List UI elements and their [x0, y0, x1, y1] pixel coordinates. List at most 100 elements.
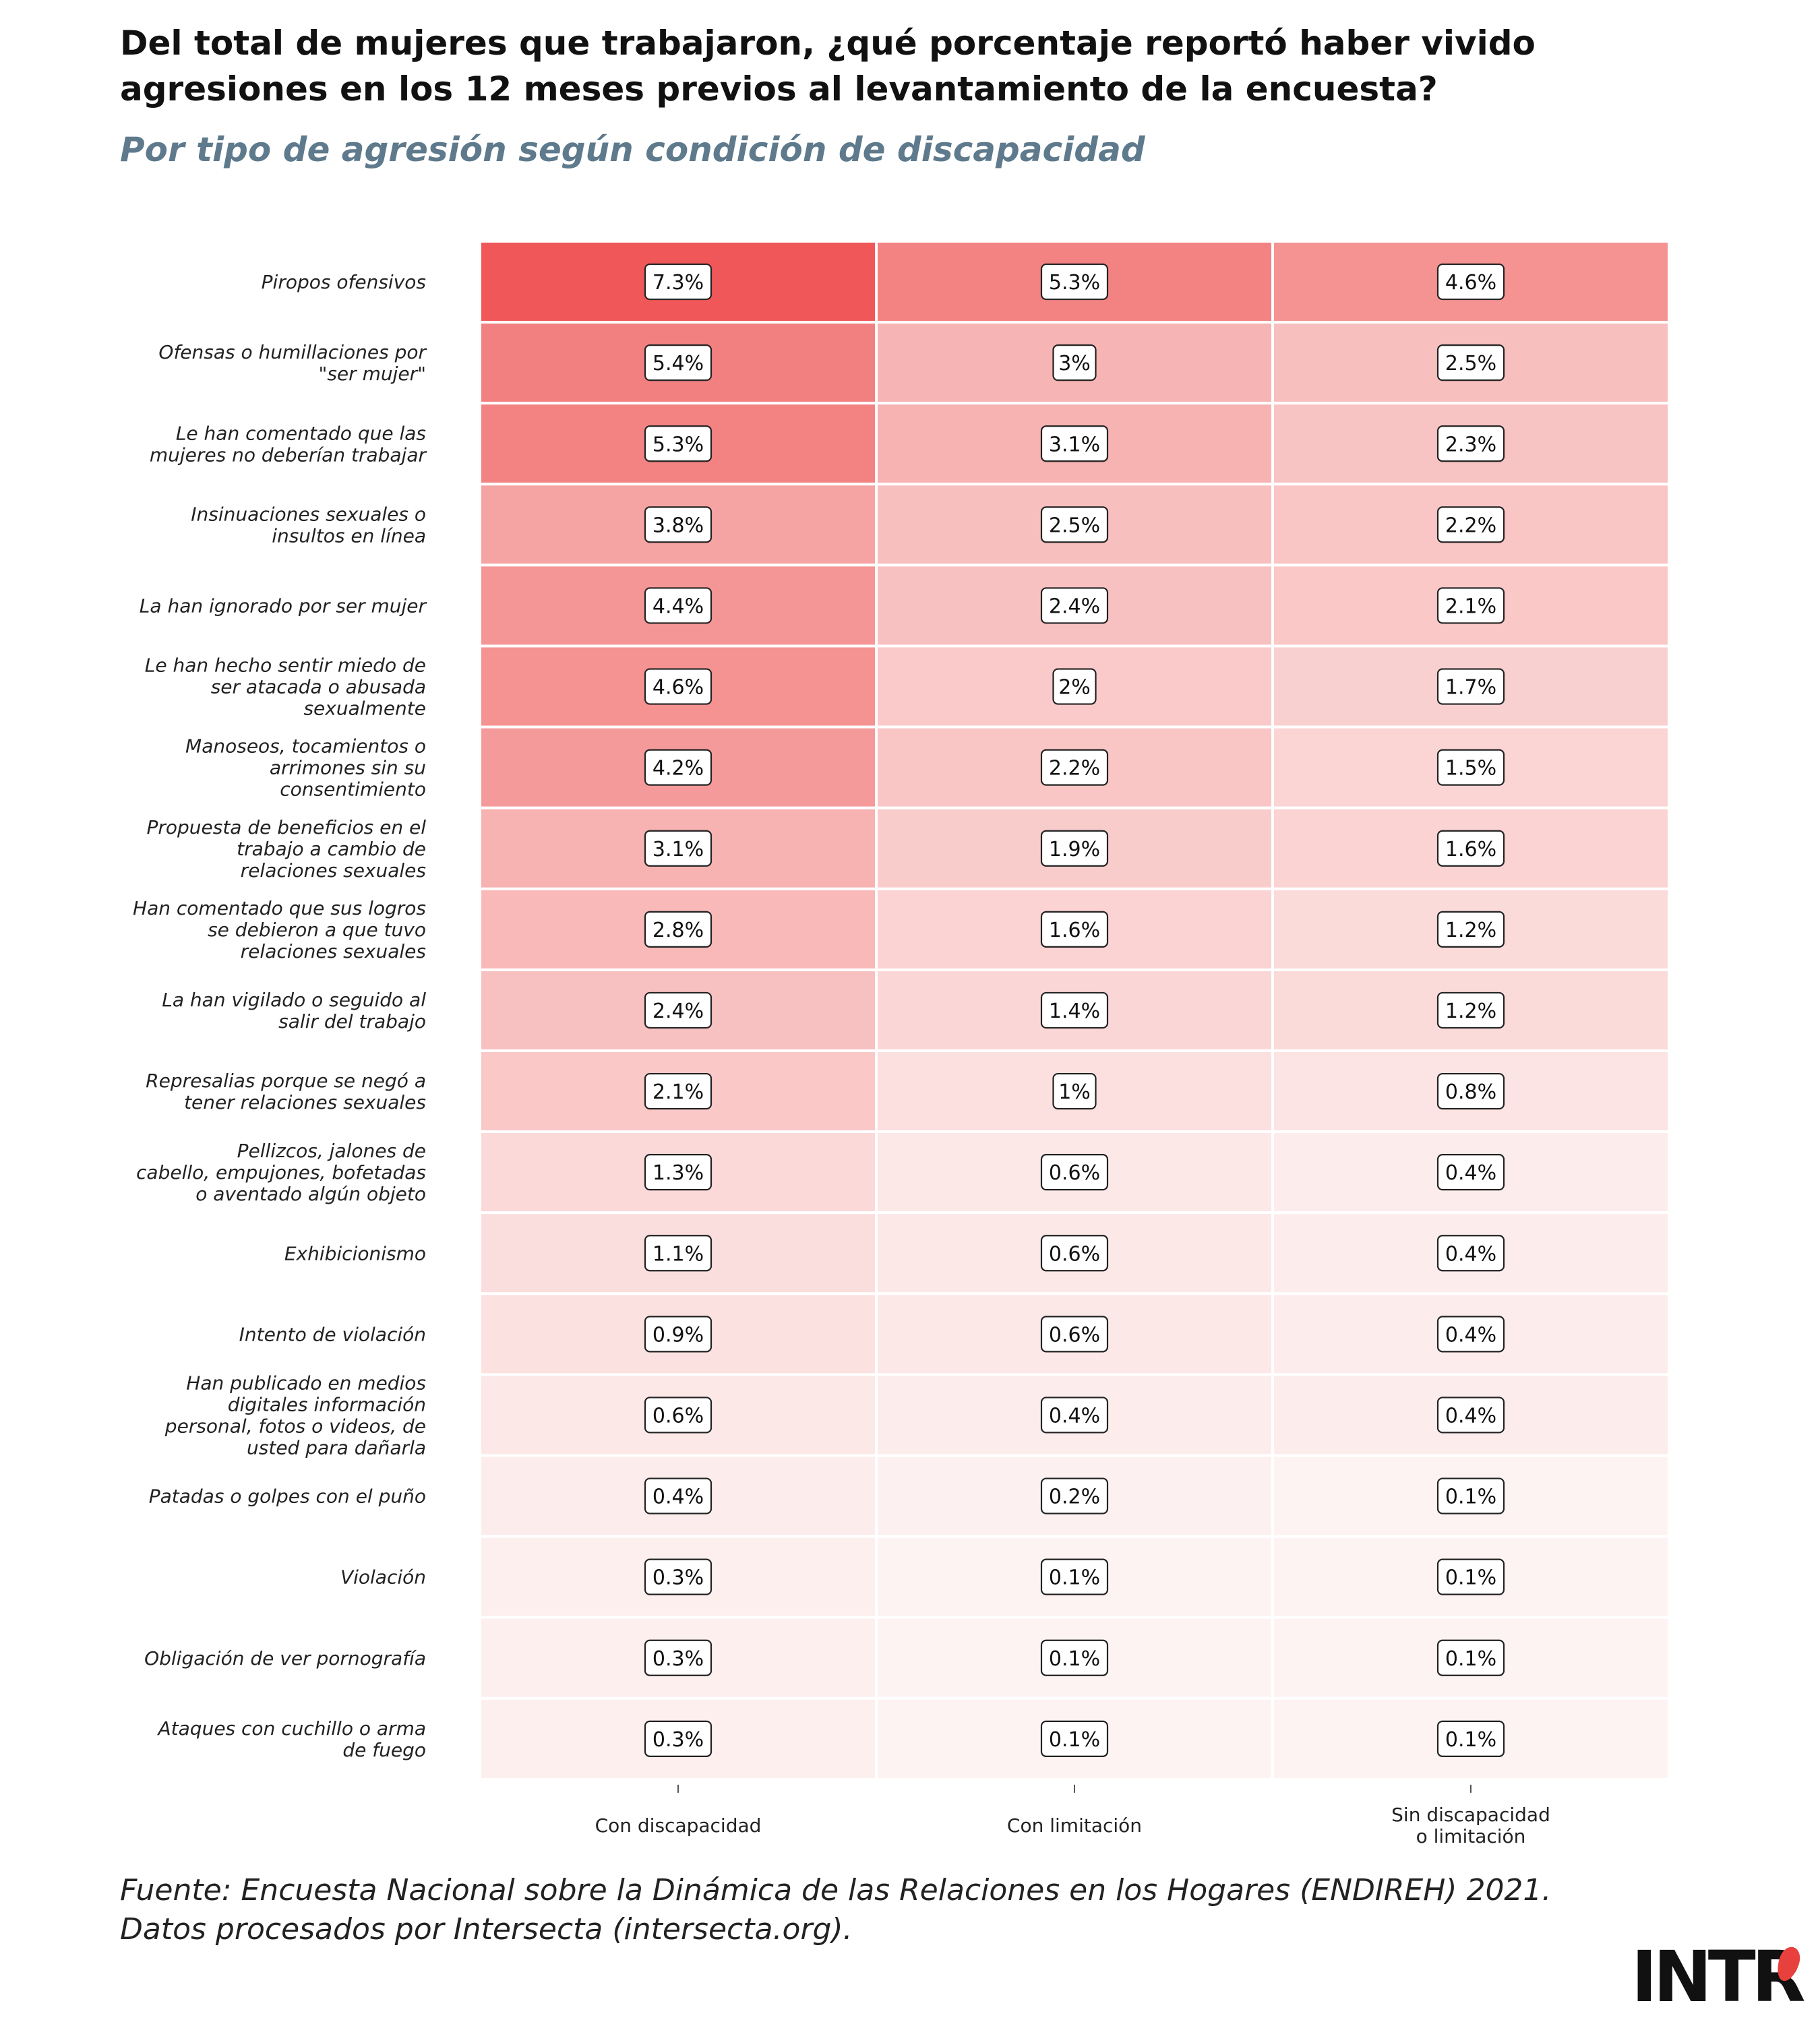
title-line-2: agresiones en los 12 meses previos al le… — [120, 69, 1438, 109]
column-label: Con limitación — [1007, 1814, 1142, 1837]
value-label: 0.4% — [1445, 1323, 1496, 1347]
row-label: Patadas o golpes con el puño — [149, 1485, 426, 1508]
value-label: 5.4% — [653, 352, 704, 375]
row-labels: Piropos ofensivos Ofensas o humillaciones… — [133, 271, 427, 1761]
value-label: 0.4% — [1445, 1242, 1496, 1266]
value-label-box — [644, 1639, 712, 1676]
value-label: 1.2% — [1445, 1000, 1496, 1023]
row-label: Han comentado que sus logros se debieron … — [133, 897, 426, 962]
value-label-box — [1040, 1316, 1109, 1353]
row-label: Piropos ofensivos — [262, 271, 426, 293]
logo-text: INTR — [1631, 1936, 1806, 2018]
value-label: 1.9% — [1049, 838, 1100, 861]
value-label-box — [1436, 506, 1505, 543]
value-label-box — [1040, 991, 1109, 1029]
value-label-box — [1040, 587, 1109, 624]
value-label: 4.6% — [1445, 271, 1496, 295]
value-label: 1.2% — [1445, 919, 1496, 942]
value-label-box — [644, 749, 712, 786]
value-label-box — [644, 1316, 712, 1353]
value-label: 0.1% — [1049, 1728, 1100, 1752]
value-label-box — [644, 1397, 712, 1434]
value-label-box — [1436, 749, 1505, 786]
row-label: Violación — [340, 1566, 426, 1589]
value-label: 0.1% — [1445, 1566, 1496, 1590]
value-label-box — [1436, 830, 1505, 867]
heatmap-chart: 7.3% 5.3% 4.6% 5.4% 3% 2.5% 5.3% 3.1% 2.3% 3.8% 2.… — [133, 240, 1670, 1847]
column-label: Sin discapacidad o limitación — [1391, 1804, 1550, 1847]
value-label: 2.1% — [653, 1080, 704, 1104]
row-label: Exhibicionismo — [284, 1242, 426, 1264]
heatmap-cells: 7.3% 5.3% 4.6% 5.4% 3% 2.5% 5.3% 3.1% 2.3% 3.8% 2.… — [479, 240, 1670, 1781]
value-label: 1.3% — [653, 1161, 704, 1185]
value-label: 2.4% — [653, 1000, 704, 1023]
value-label-box — [644, 587, 712, 624]
value-label-box — [1436, 1235, 1505, 1272]
value-label-box — [1040, 749, 1109, 786]
value-label: 1.5% — [1445, 757, 1496, 780]
value-label-box — [1052, 344, 1097, 381]
value-label-box — [644, 830, 712, 867]
row-label: Pellizcos, jalones de cabello, empujones,… — [136, 1140, 426, 1205]
value-label-box — [644, 425, 712, 462]
value-label: 0.1% — [1049, 1647, 1100, 1671]
value-label-box — [1040, 1639, 1109, 1676]
value-label: 0.6% — [1049, 1161, 1100, 1185]
value-label: 4.4% — [653, 594, 704, 618]
value-label: 0.2% — [1049, 1485, 1100, 1509]
value-label: 0.3% — [653, 1647, 704, 1671]
heatmap-cell — [875, 806, 1274, 890]
value-label-box — [644, 1720, 712, 1757]
value-label-box — [1436, 1072, 1505, 1110]
column-labels: Con discapacidad Con limitación Sin discap… — [595, 1784, 1550, 1847]
value-label: 1.6% — [1445, 838, 1496, 861]
value-label-box — [644, 911, 712, 948]
value-label: 0.4% — [653, 1485, 704, 1509]
source-line-2: Datos procesados por Intersecta (interse… — [120, 1912, 853, 1947]
value-label-box — [644, 1235, 712, 1272]
row-label: Ofensas o humillaciones por "ser mujer" — [158, 341, 427, 385]
value-label: 2.1% — [1445, 594, 1496, 618]
value-label-box — [1040, 1558, 1109, 1595]
value-label-box — [1040, 506, 1109, 543]
value-label: 1% — [1058, 1080, 1091, 1104]
value-label-box — [644, 1477, 712, 1514]
value-label-box — [644, 344, 712, 381]
value-label: 0.1% — [1445, 1647, 1496, 1671]
value-label-box — [644, 263, 712, 301]
value-label-box — [1040, 1720, 1109, 1757]
value-label: 1.7% — [1445, 676, 1496, 700]
value-label-box — [1040, 1235, 1109, 1272]
value-label: 3% — [1058, 352, 1091, 375]
heatmap-cell — [479, 1616, 878, 1700]
row-label: La han ignorado por ser mujer — [140, 594, 427, 617]
value-label: 1.6% — [1049, 919, 1100, 942]
source-line-1: Fuente: Encuesta Nacional sobre la Dinám… — [120, 1873, 1552, 1907]
value-label: 3.1% — [1049, 433, 1100, 456]
value-label-box — [1052, 668, 1097, 705]
row-label: Le han comentado que las mujeres no deber… — [150, 422, 427, 466]
title-line-1: Del total de mujeres que trabajaron, ¿qu… — [120, 24, 1536, 63]
value-label-box — [644, 668, 712, 705]
value-label: 4.6% — [653, 676, 704, 700]
value-label: 0.4% — [1049, 1404, 1100, 1428]
value-label: 0.1% — [1049, 1566, 1100, 1590]
row-label: Le han hecho sentir miedo de ser atacada … — [145, 654, 426, 720]
chart-subtitle: Por tipo de agresión según condición de … — [120, 130, 1145, 169]
value-label-box — [1436, 344, 1505, 381]
value-label-box — [644, 1154, 712, 1191]
value-label-box — [1436, 1154, 1505, 1191]
value-label-box — [1436, 1316, 1505, 1353]
intersecta-logo: INTR — [1631, 1937, 1807, 2017]
value-label: 0.4% — [1445, 1404, 1496, 1428]
value-label-box — [1040, 263, 1109, 301]
value-label: 0.8% — [1445, 1080, 1496, 1104]
value-label: 3.1% — [653, 838, 704, 861]
row-label: Manoseos, tocamientos o arrimones sin su c… — [185, 735, 426, 801]
value-label: 0.3% — [653, 1728, 704, 1752]
value-label: 1.4% — [1049, 1000, 1100, 1023]
row-label: Obligación de ver pornografía — [144, 1647, 426, 1669]
value-label: 2% — [1058, 676, 1091, 700]
value-label-box — [1040, 425, 1109, 462]
value-label: 0.6% — [1049, 1323, 1100, 1347]
